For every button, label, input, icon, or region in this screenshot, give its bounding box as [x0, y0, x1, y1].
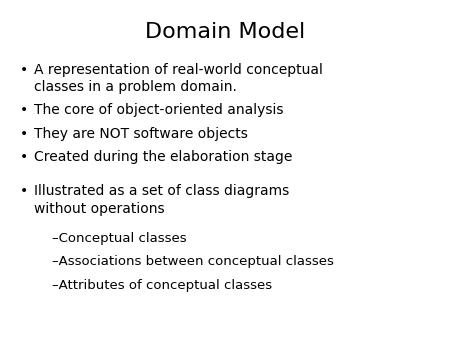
Text: Illustrated as a set of class diagrams
without operations: Illustrated as a set of class diagrams w…: [34, 184, 289, 216]
Text: •: •: [20, 63, 28, 76]
Text: •: •: [20, 184, 28, 198]
Text: –Associations between conceptual classes: –Associations between conceptual classes: [52, 255, 333, 268]
Text: A representation of real-world conceptual
classes in a problem domain.: A representation of real-world conceptua…: [34, 63, 323, 94]
Text: They are NOT software objects: They are NOT software objects: [34, 127, 248, 141]
Text: •: •: [20, 127, 28, 141]
Text: The core of object-oriented analysis: The core of object-oriented analysis: [34, 103, 283, 117]
Text: •: •: [20, 150, 28, 164]
Text: –Attributes of conceptual classes: –Attributes of conceptual classes: [52, 279, 272, 292]
Text: –Conceptual classes: –Conceptual classes: [52, 232, 186, 244]
Text: Domain Model: Domain Model: [145, 22, 305, 42]
Text: Created during the elaboration stage: Created during the elaboration stage: [34, 150, 292, 164]
Text: •: •: [20, 103, 28, 117]
